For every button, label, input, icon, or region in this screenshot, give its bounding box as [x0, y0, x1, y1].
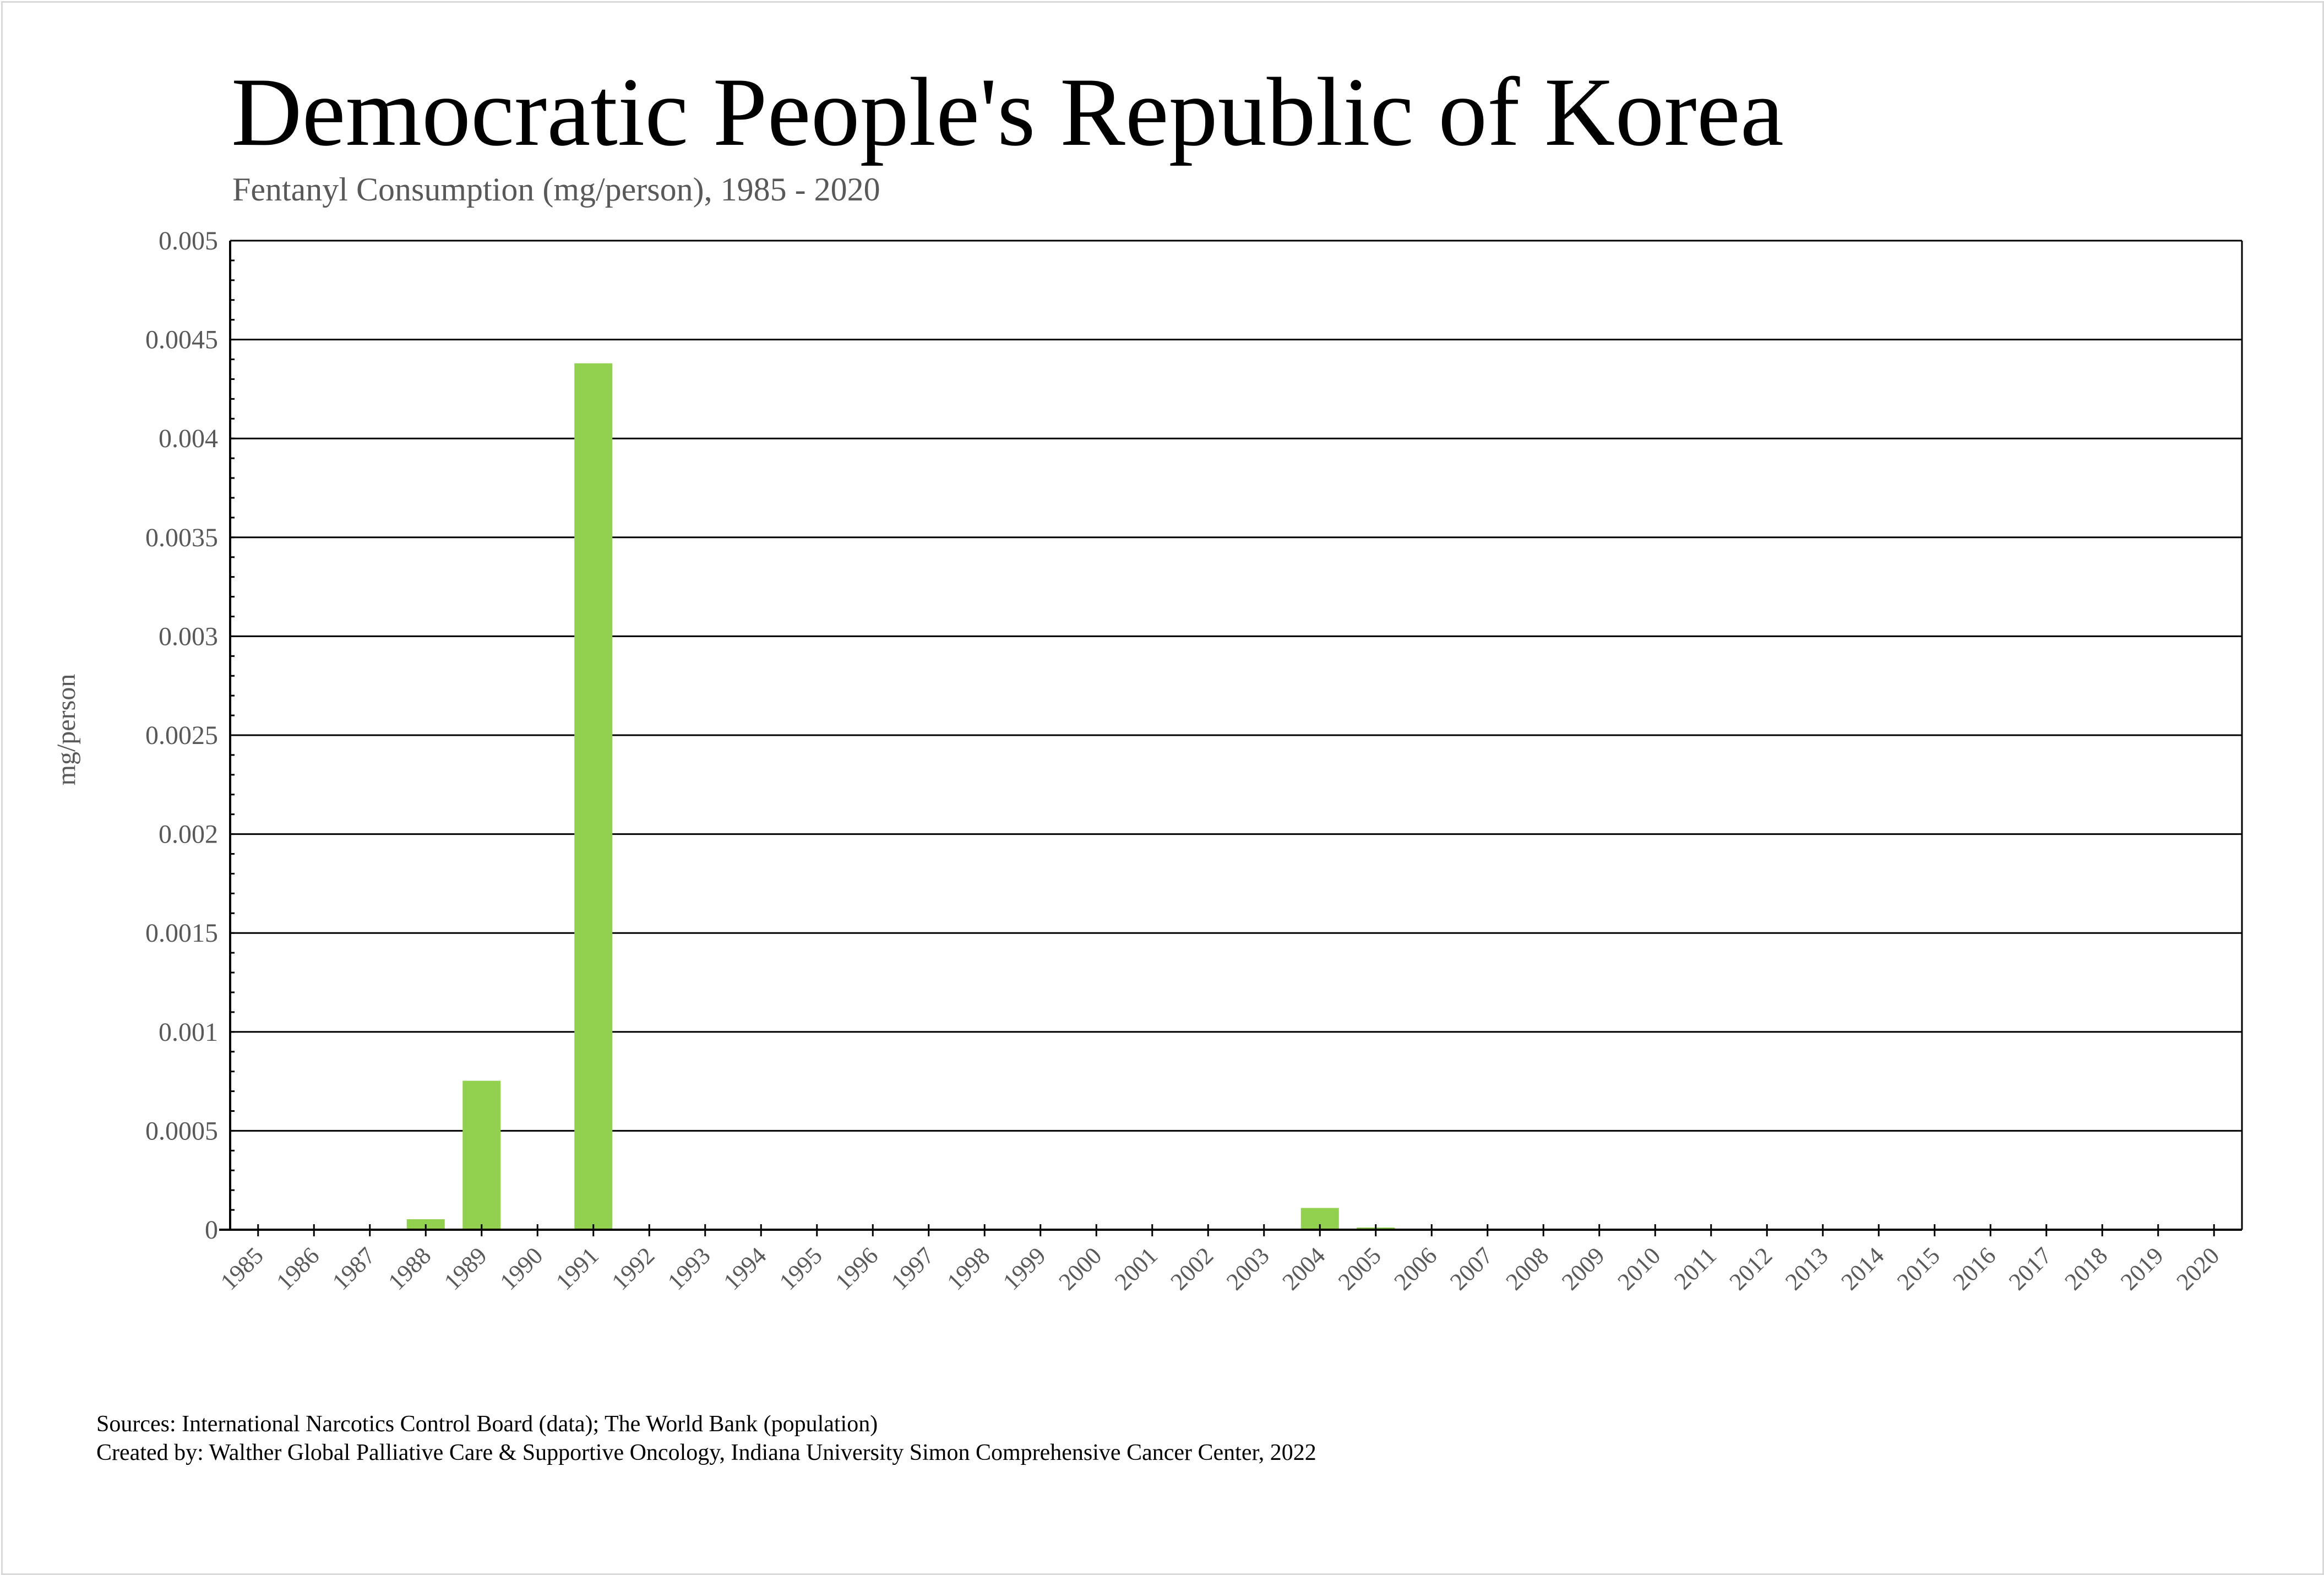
x-tick-label: 2005 — [1333, 1242, 1386, 1295]
chart-title: Democratic People's Republic of Korea — [231, 57, 1784, 166]
x-tick-label: 2020 — [2171, 1242, 2224, 1295]
y-tick-label: 0.004 — [159, 424, 218, 453]
y-tick-label: 0.001 — [159, 1018, 218, 1047]
x-tick-label: 2004 — [1277, 1242, 1330, 1295]
x-tick-label: 2016 — [1947, 1242, 2001, 1295]
x-tick-label: 2007 — [1445, 1242, 1498, 1295]
y-tick-label: 0.0015 — [145, 919, 218, 948]
sources-note: Sources: International Narcotics Control… — [96, 1410, 1316, 1467]
bar-1991 — [574, 363, 613, 1230]
y-tick-label: 0.005 — [159, 226, 218, 256]
x-tick-label: 1999 — [998, 1242, 1051, 1295]
x-tick-label: 1995 — [774, 1242, 828, 1295]
x-tick-label: 2014 — [1836, 1242, 1889, 1295]
x-tick-label: 2012 — [1724, 1242, 1777, 1295]
x-tick-label: 1987 — [327, 1242, 380, 1295]
x-tick-label: 2019 — [2115, 1242, 2169, 1295]
x-tick-label: 1988 — [383, 1242, 436, 1295]
y-tick-label: 0.0045 — [145, 325, 218, 355]
x-tick-label: 1997 — [886, 1242, 939, 1295]
x-tick-label: 2010 — [1612, 1242, 1666, 1295]
x-tick-label: 1989 — [439, 1242, 492, 1295]
x-tick-label: 2011 — [1669, 1242, 1722, 1295]
created-by-text: Created by: Walther Global Palliative Ca… — [96, 1440, 1316, 1465]
x-tick-label: 1991 — [551, 1242, 604, 1295]
sources-text: Sources: International Narcotics Control… — [96, 1411, 878, 1437]
x-tick-label: 1990 — [494, 1242, 548, 1295]
x-tick-label: 2008 — [1500, 1242, 1554, 1295]
y-tick-label: 0.0035 — [145, 523, 218, 552]
x-tick-label: 1986 — [271, 1242, 324, 1295]
x-tick-label: 2018 — [2059, 1242, 2113, 1295]
x-tick-label: 2000 — [1053, 1242, 1107, 1295]
x-tick-label: 1992 — [606, 1242, 660, 1295]
x-tick-label: 2015 — [1892, 1242, 1945, 1295]
y-tick-label: 0.003 — [159, 622, 218, 651]
x-tick-label: 1994 — [718, 1242, 771, 1295]
x-tick-label: 2009 — [1556, 1242, 1610, 1295]
x-tick-label: 2006 — [1389, 1242, 1442, 1295]
chart-subtitle: Fentanyl Consumption (mg/person), 1985 -… — [232, 171, 880, 208]
x-tick-label: 1996 — [830, 1242, 883, 1295]
x-tick-label: 1998 — [941, 1242, 995, 1295]
x-tick-label: 2002 — [1165, 1242, 1218, 1295]
y-tick-label: 0.0005 — [145, 1116, 218, 1145]
x-tick-label: 1993 — [662, 1242, 716, 1295]
bar-1989 — [462, 1080, 501, 1230]
y-tick-label: 0.002 — [159, 820, 218, 849]
x-tick-label: 2001 — [1109, 1242, 1163, 1295]
y-axis-label: mg/person — [52, 674, 81, 786]
x-tick-label: 2017 — [2004, 1242, 2057, 1295]
y-tick-label: 0.0025 — [145, 721, 218, 750]
x-tick-label: 1985 — [215, 1242, 269, 1295]
x-tick-label: 2003 — [1221, 1242, 1275, 1295]
y-tick-label: 0 — [205, 1215, 218, 1245]
x-tick-label: 2013 — [1780, 1242, 1833, 1295]
